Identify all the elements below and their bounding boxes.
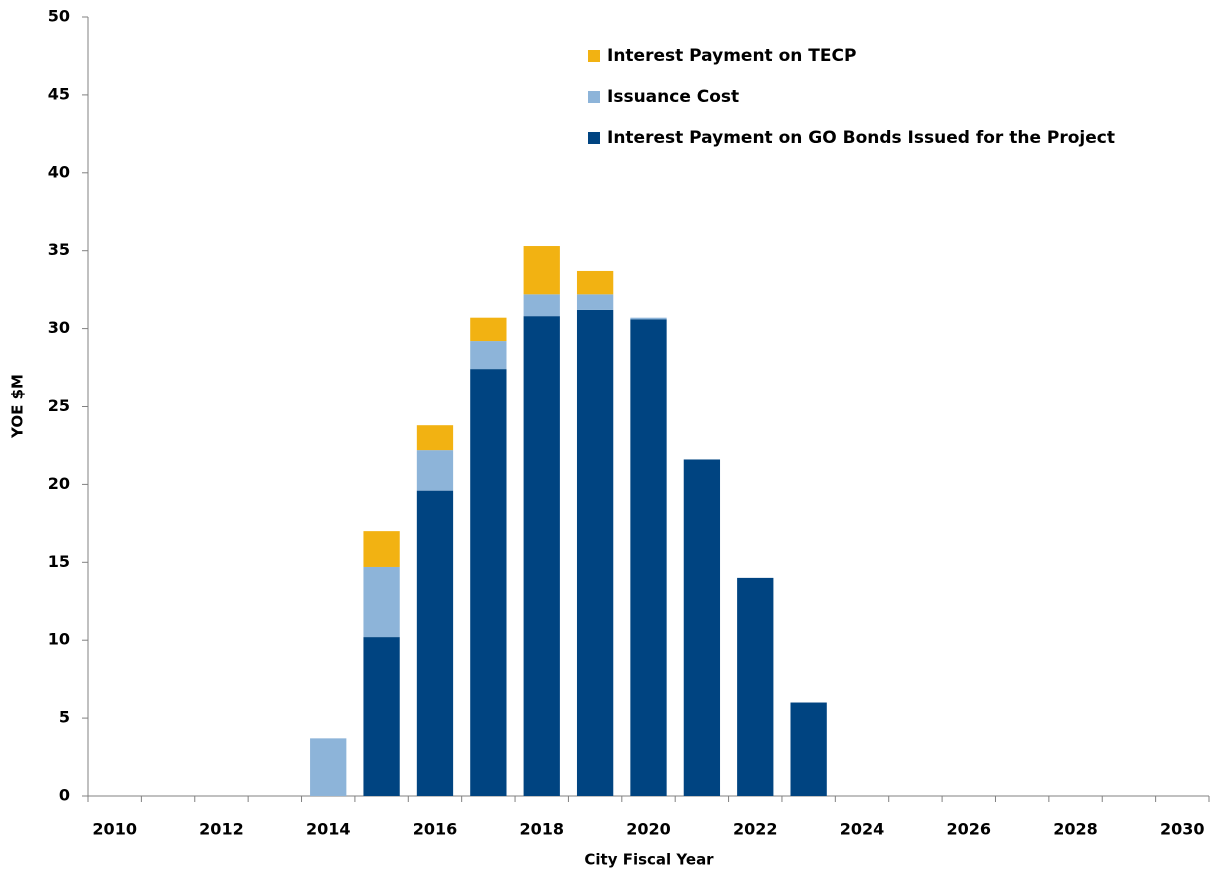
bar-segment xyxy=(576,270,614,295)
bar-segment xyxy=(470,341,507,370)
bar-segment xyxy=(363,637,400,796)
bar-segment xyxy=(630,317,667,320)
y-axis-title: YOE $M xyxy=(9,374,27,439)
legend-label: Issuance Cost xyxy=(607,87,739,107)
bar-segment xyxy=(363,566,400,638)
y-tick-label: 5 xyxy=(59,708,70,727)
x-tick-label: 2010 xyxy=(92,820,137,839)
y-tick-label: 30 xyxy=(48,318,70,337)
legend-label: Interest Payment on TECP xyxy=(607,46,856,66)
bar-segment xyxy=(683,459,721,796)
y-tick-label: 20 xyxy=(48,474,70,493)
x-tick-label: 2030 xyxy=(1160,820,1205,839)
bar-segment xyxy=(576,294,614,310)
y-tick-label: 0 xyxy=(59,786,70,805)
x-tick-label: 2024 xyxy=(840,820,885,839)
x-tick-label: 2028 xyxy=(1053,820,1098,839)
y-tick-label: 45 xyxy=(48,84,70,103)
bar-segment xyxy=(630,319,667,796)
x-tick-label: 2014 xyxy=(306,820,351,839)
bar-segment xyxy=(470,317,507,342)
bar-segment xyxy=(523,316,560,796)
legend-swatch xyxy=(588,132,600,144)
bar-segment xyxy=(470,369,507,796)
bar-segment xyxy=(416,425,454,451)
y-tick-label: 10 xyxy=(48,630,70,649)
legend-swatch xyxy=(588,50,600,62)
y-tick-label: 50 xyxy=(48,7,70,26)
y-tick-label: 35 xyxy=(48,240,70,259)
legend-swatch xyxy=(588,91,600,103)
x-axis-title: City Fiscal Year xyxy=(584,851,714,869)
y-tick-label: 40 xyxy=(48,162,70,181)
legend-label: Interest Payment on GO Bonds Issued for … xyxy=(607,128,1115,148)
bar-segment xyxy=(310,738,347,796)
x-tick-label: 2020 xyxy=(626,820,671,839)
bar-segment xyxy=(523,246,560,295)
bar-segment xyxy=(416,490,454,796)
bar-segment xyxy=(737,577,774,796)
x-tick-label: 2026 xyxy=(947,820,992,839)
bar-segment xyxy=(790,702,827,796)
bar-segment xyxy=(576,309,614,796)
x-tick-label: 2016 xyxy=(413,820,458,839)
bar-segment xyxy=(416,450,454,491)
x-tick-label: 2018 xyxy=(519,820,564,839)
x-tick-label: 2022 xyxy=(733,820,778,839)
x-tick-label: 2012 xyxy=(199,820,244,839)
bar-segment xyxy=(523,294,560,317)
y-tick-label: 25 xyxy=(48,396,70,415)
y-tick-label: 15 xyxy=(48,552,70,571)
bar-segment xyxy=(363,531,400,567)
